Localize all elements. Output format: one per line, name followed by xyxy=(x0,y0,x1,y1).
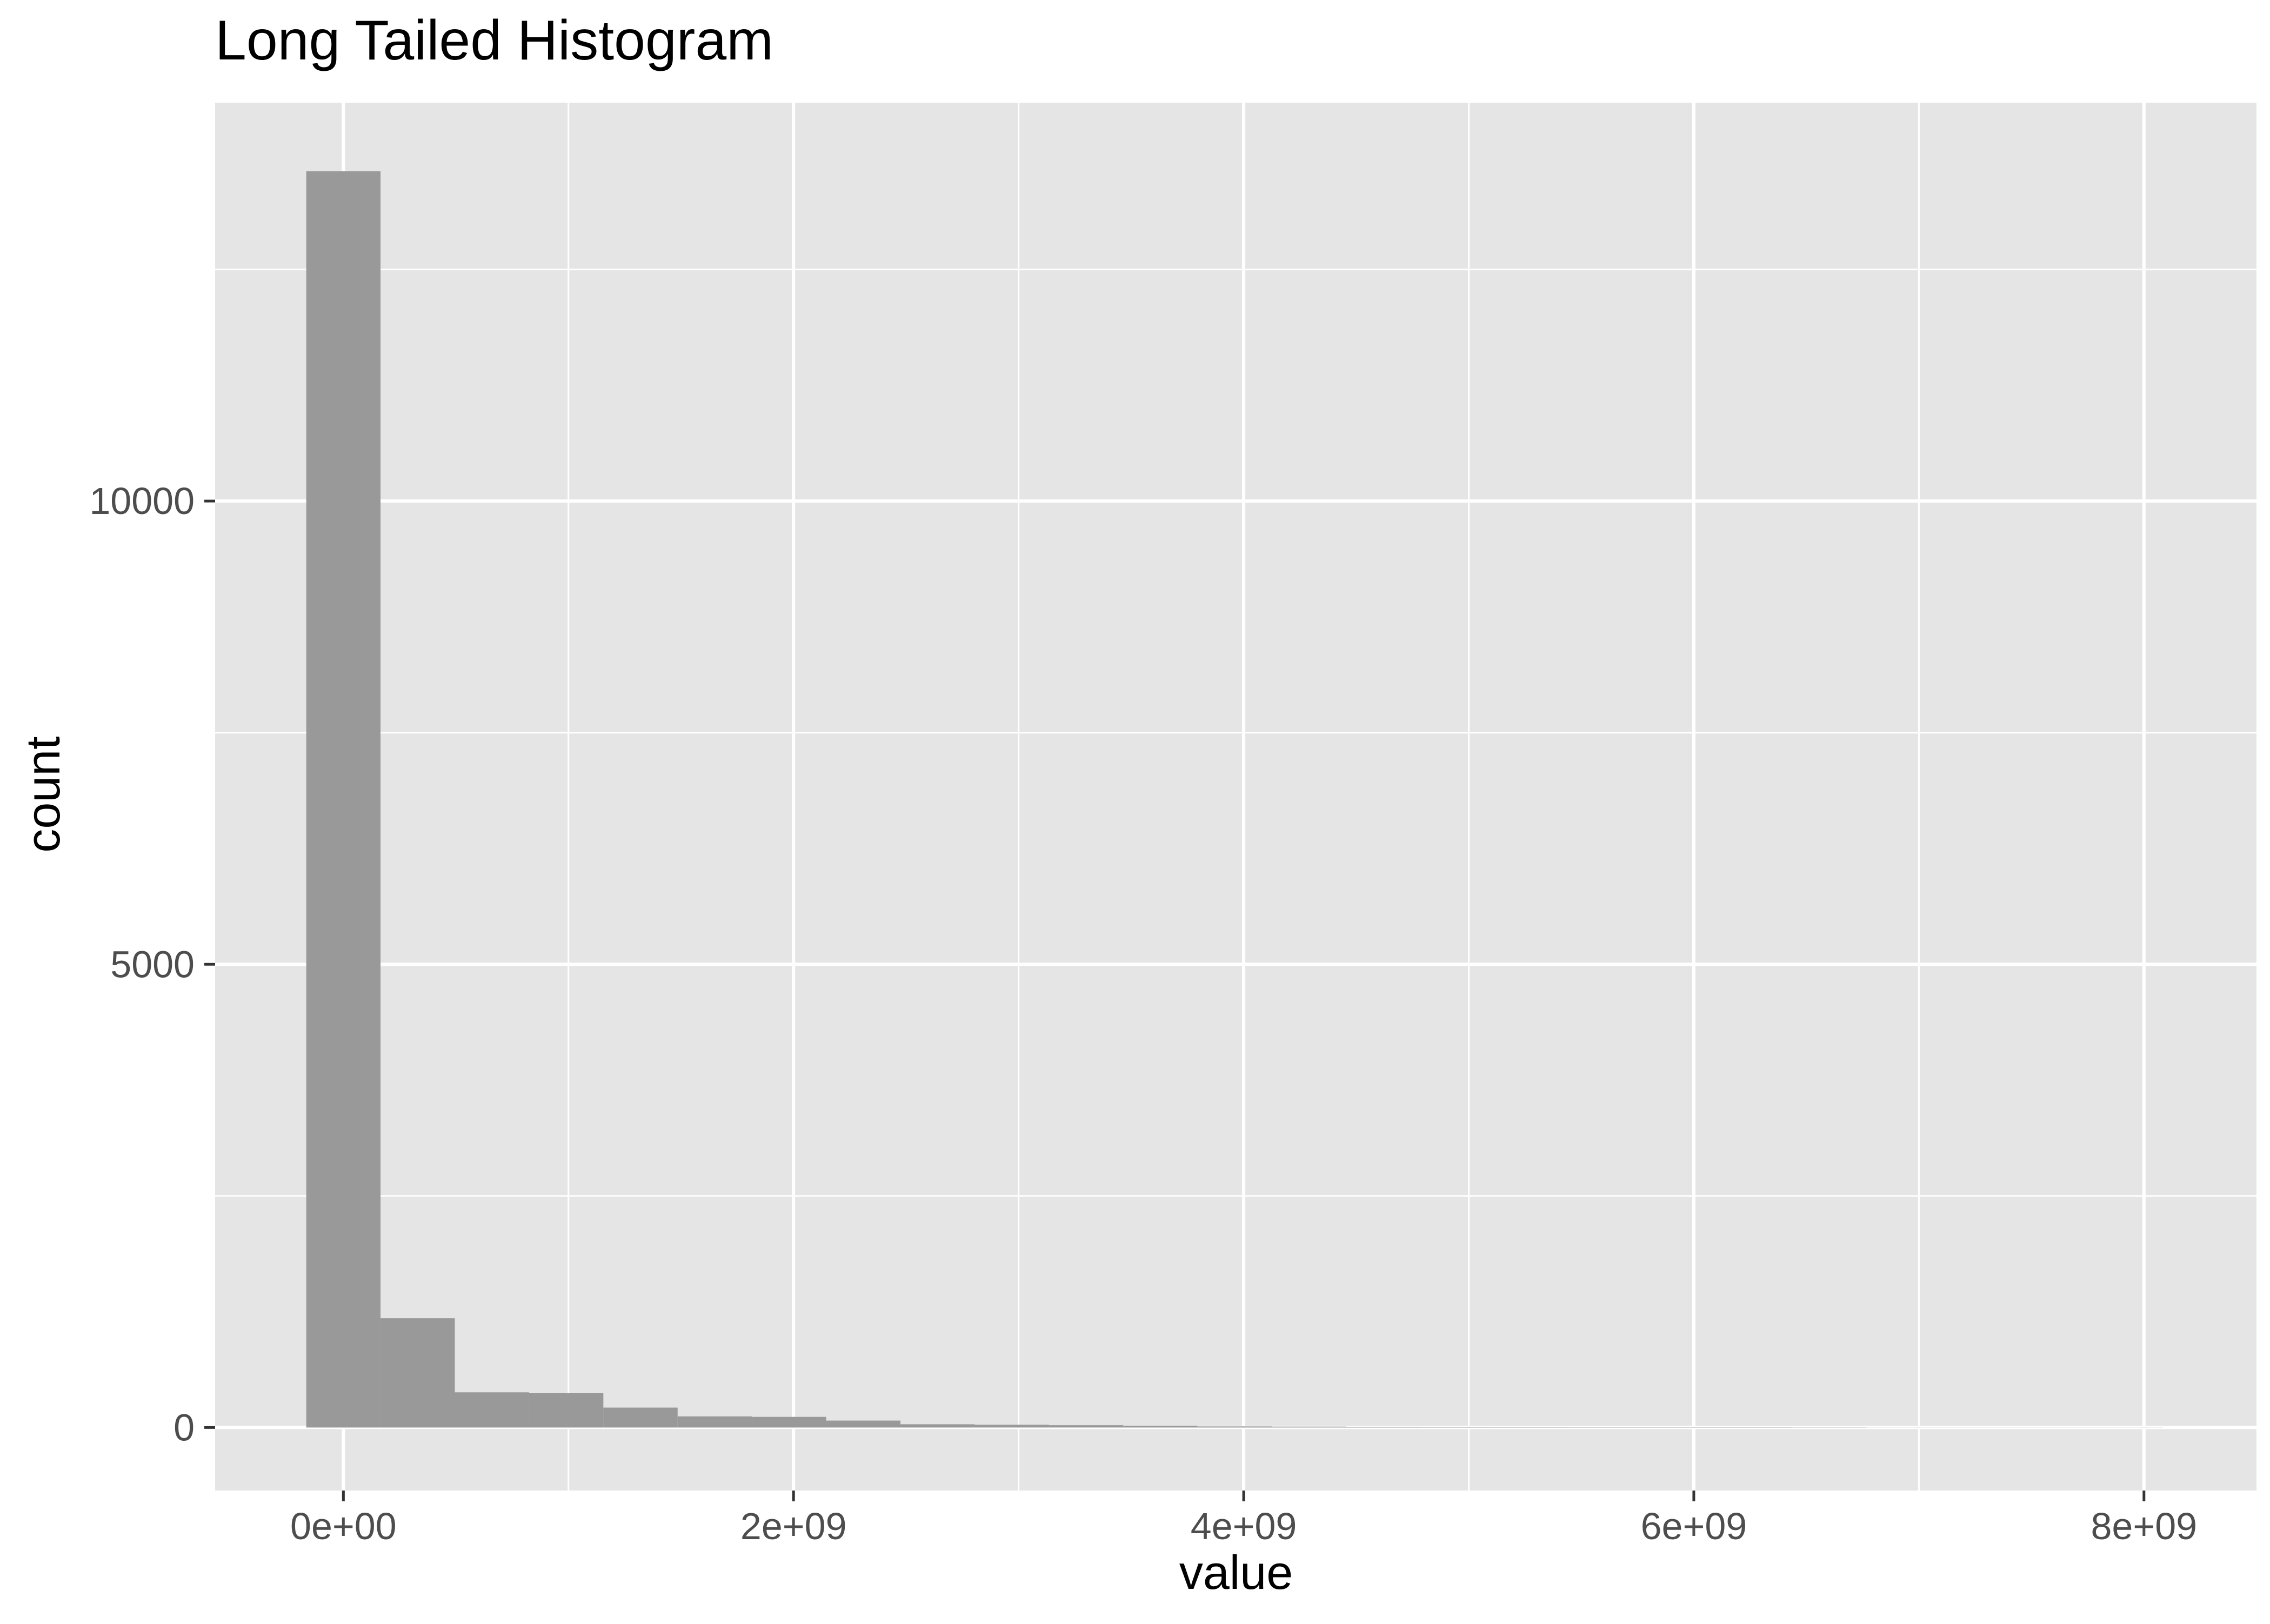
y-tick-label-2: 10000 xyxy=(89,480,195,522)
histogram-bar-5 xyxy=(678,1416,752,1428)
histogram-bar-6 xyxy=(752,1417,826,1428)
y-tick-label-0: 0 xyxy=(173,1406,195,1448)
chart-title: Long Tailed Histogram xyxy=(215,9,773,72)
histogram-bar-4 xyxy=(603,1408,677,1428)
histogram-bar-8 xyxy=(900,1424,974,1427)
y-axis-title: count xyxy=(16,736,70,852)
histogram-bar-3 xyxy=(529,1393,603,1427)
histogram-bar-2 xyxy=(455,1392,529,1427)
histogram-bar-1 xyxy=(380,1318,455,1427)
histogram-bar-13 xyxy=(1272,1427,1346,1428)
x-tick-label-4: 8e+09 xyxy=(2091,1505,2197,1547)
y-tick-label-1: 5000 xyxy=(110,943,195,985)
histogram-bar-9 xyxy=(974,1425,1049,1427)
histogram-bar-0 xyxy=(306,171,380,1428)
x-tick-label-1: 2e+09 xyxy=(740,1505,847,1547)
x-axis-title: value xyxy=(1179,1546,1293,1599)
x-tick-label-2: 4e+09 xyxy=(1191,1505,1297,1547)
plot-panel xyxy=(215,103,2256,1491)
histogram-bar-19 xyxy=(1718,1427,1792,1428)
histogram-bar-11 xyxy=(1123,1426,1197,1427)
x-tick-label-3: 6e+09 xyxy=(1641,1505,1747,1547)
histogram-bar-10 xyxy=(1049,1425,1123,1427)
histogram-bar-17 xyxy=(1569,1427,1643,1428)
histogram-bar-18 xyxy=(1643,1427,1717,1428)
histogram-bar-12 xyxy=(1198,1426,1272,1427)
histogram-bar-7 xyxy=(826,1421,900,1428)
histogram-bar-16 xyxy=(1494,1427,1568,1428)
x-tick-label-0: 0e+00 xyxy=(290,1505,397,1547)
